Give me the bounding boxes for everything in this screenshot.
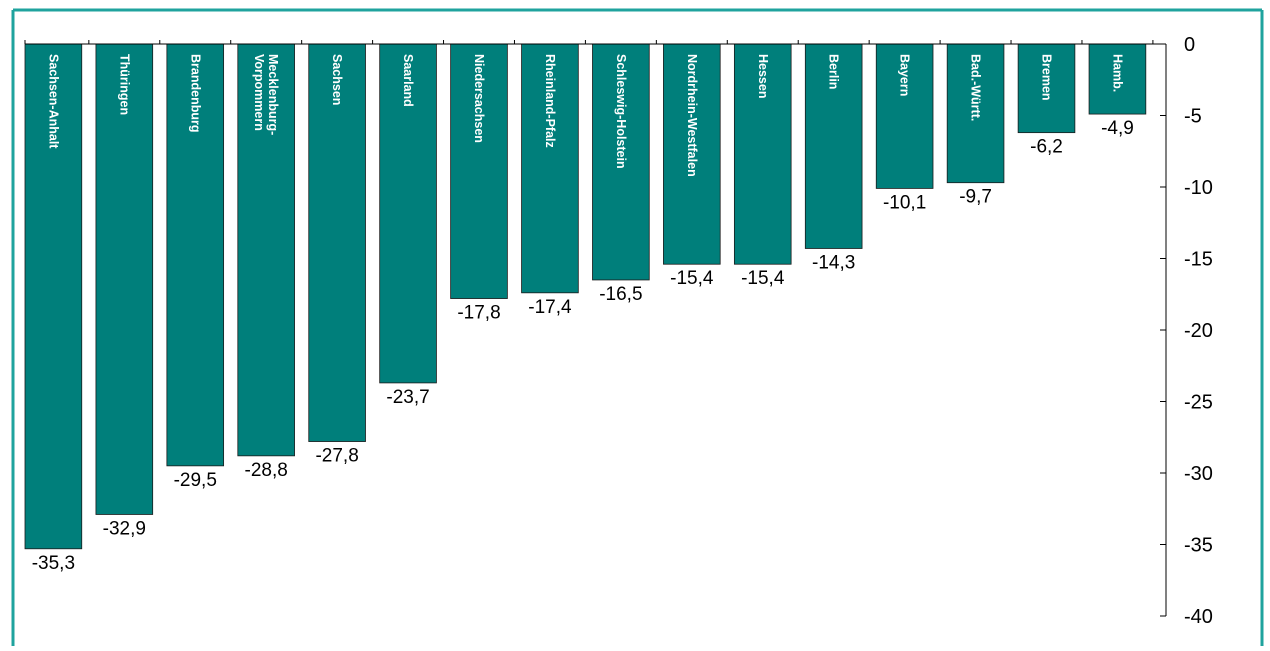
category-label-3: Mecklenburg-Vorpommern	[252, 54, 280, 135]
category-label-14: Bremen	[1040, 54, 1054, 101]
y-tick-label: -15	[1184, 249, 1213, 271]
value-labels-layer: Sachsen-Anhalt -35,3 Thüringen -32,9 Branden…	[32, 54, 1134, 574]
y-tick-label: -35	[1184, 535, 1213, 557]
bar-15	[1088, 43, 1147, 115]
value-label-10: -15,4	[741, 268, 785, 289]
y-tick-label: -30	[1184, 463, 1213, 485]
category-label-text: Rheinland-Pfalz	[543, 54, 557, 148]
bar-5	[379, 43, 437, 384]
category-label-text: Sachsen	[330, 54, 344, 105]
category-label-text: Brandenburg	[188, 54, 202, 132]
category-label-1: Thüringen	[117, 54, 131, 115]
bar-10	[733, 43, 792, 265]
category-label-10: Hessen	[756, 54, 770, 98]
category-label-6: Niedersachsen	[472, 54, 486, 143]
bar-11	[804, 43, 863, 249]
bar-13	[946, 43, 1005, 184]
category-label-13: Bad.-Württ.	[969, 54, 983, 121]
category-label-12: Bayern	[898, 54, 912, 96]
value-label-3: -28,8	[245, 460, 288, 481]
category-label-text: Mecklenburg-	[266, 54, 280, 135]
value-label-4: -27,8	[315, 446, 358, 467]
y-tick-label: -20	[1184, 320, 1213, 342]
category-label-text: Bayern	[898, 54, 912, 96]
y-tick-label: -5	[1184, 106, 1202, 128]
value-label-8: -16,5	[599, 284, 642, 305]
bar-8	[592, 43, 650, 281]
value-label-13: -9,7	[959, 187, 992, 208]
bars-layer	[24, 43, 1147, 550]
bar-7	[521, 43, 579, 294]
bar-12	[875, 43, 934, 189]
y-tick-label: 0	[1184, 34, 1195, 56]
y-axis: 0 -5 -10 -15 -20 -25 -30 -35 -40	[24, 34, 1213, 628]
bar-3	[237, 43, 295, 457]
category-label-text: Niedersachsen	[472, 54, 486, 143]
y-tick-label: -40	[1184, 606, 1213, 628]
bar-6	[450, 43, 508, 299]
category-label-2: Brandenburg	[188, 54, 202, 132]
bar-9	[663, 43, 721, 265]
y-tick-label: -10	[1184, 177, 1213, 199]
category-label-text: Bad.-Württ.	[969, 54, 983, 121]
value-label-0: -35,3	[32, 553, 75, 574]
category-label-text: Thüringen	[117, 54, 131, 115]
category-label-4: Sachsen	[330, 54, 344, 105]
value-label-12: -10,1	[883, 192, 926, 213]
value-label-15: -4,9	[1101, 118, 1134, 139]
value-label-14: -6,2	[1030, 137, 1063, 158]
category-label-text: Sachsen-Anhalt	[46, 54, 60, 149]
value-label-9: -15,4	[670, 268, 714, 289]
bar-0	[24, 43, 83, 550]
category-label-0: Sachsen-Anhalt	[46, 54, 60, 149]
category-label-text: Hamb.	[1110, 54, 1124, 92]
value-label-1: -32,9	[103, 518, 146, 539]
value-label-6: -17,8	[457, 303, 500, 324]
category-label-11: Berlin	[827, 54, 841, 89]
value-label-11: -14,3	[812, 252, 855, 273]
category-label-15: Hamb.	[1110, 54, 1124, 92]
category-label-text: Hessen	[756, 54, 770, 98]
y-tick-label: -25	[1184, 392, 1213, 414]
category-label-text: Nordrhein-Westfalen	[685, 54, 699, 177]
category-label-text: Bremen	[1040, 54, 1054, 101]
category-label-text: Vorpommern	[252, 54, 266, 131]
value-label-5: -23,7	[386, 387, 429, 408]
bar-4	[308, 43, 366, 442]
category-label-7: Rheinland-Pfalz	[543, 54, 557, 148]
bar-14	[1017, 43, 1076, 134]
category-label-9: Nordrhein-Westfalen	[685, 54, 699, 177]
category-label-text: Berlin	[827, 54, 841, 89]
category-label-text: Schleswig-Holstein	[614, 54, 628, 169]
value-label-2: -29,5	[174, 470, 217, 491]
category-label-5: Saarland	[401, 54, 415, 107]
bar-2	[166, 43, 225, 467]
value-label-7: -17,4	[528, 297, 572, 318]
category-label-text: Saarland	[401, 54, 415, 107]
category-label-8: Schleswig-Holstein	[614, 54, 628, 169]
